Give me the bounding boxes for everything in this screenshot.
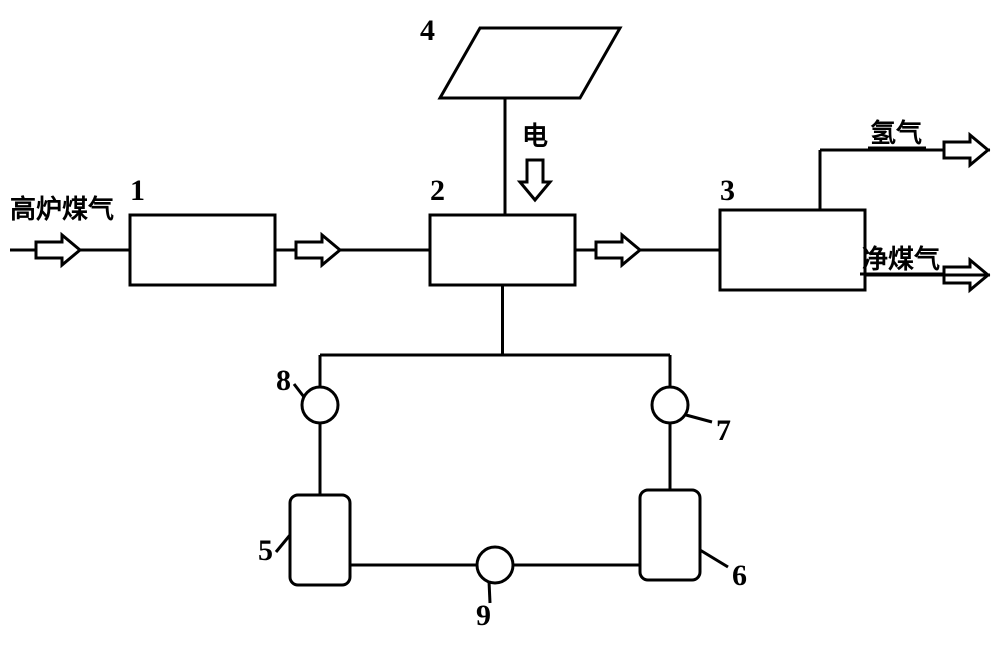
solar-panel-icon [440, 28, 620, 98]
label-5: 5 [258, 534, 273, 567]
node-7 [652, 387, 688, 423]
label-out-hydrogen: 氢气 [870, 118, 922, 148]
label-8: 8 [276, 364, 291, 397]
block-1 [130, 215, 275, 285]
node-8 [302, 387, 338, 423]
arrow-out-hydrogen [944, 135, 988, 165]
leader-9 [489, 581, 490, 603]
block-2 [430, 215, 575, 285]
label-6: 6 [732, 559, 747, 592]
leader-8 [294, 384, 304, 397]
label-4: 4 [420, 14, 435, 47]
label-7: 7 [716, 414, 731, 447]
label-1: 1 [130, 174, 145, 207]
label-out-cleangas: 净煤气 [862, 244, 940, 274]
block-5 [290, 495, 350, 585]
label-2: 2 [430, 174, 445, 207]
node-9 [477, 547, 513, 583]
label-3: 3 [720, 174, 735, 207]
leader-6 [700, 550, 728, 567]
arrow-input [36, 235, 80, 265]
arrow-electricity [520, 160, 550, 200]
leader-5 [276, 535, 290, 552]
arrow-2-3 [596, 235, 640, 265]
block-3 [720, 210, 865, 290]
leader-7 [686, 415, 712, 422]
arrow-1-2 [296, 235, 340, 265]
label-electricity: 电 [522, 121, 548, 151]
label-9: 9 [476, 599, 491, 632]
label-input: 高炉煤气 [10, 194, 114, 224]
block-6 [640, 490, 700, 580]
